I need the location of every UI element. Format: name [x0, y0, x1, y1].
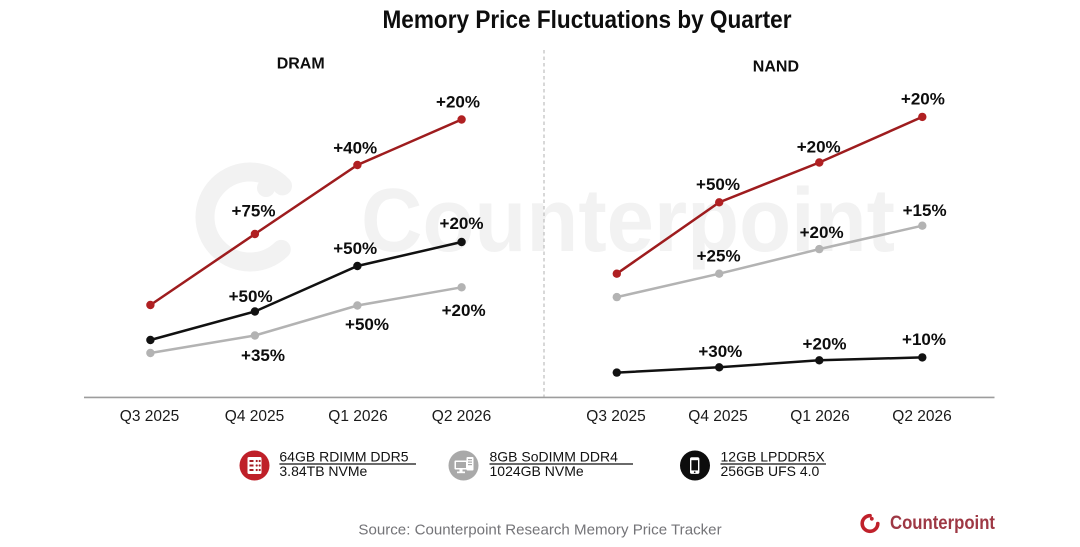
svg-text:Counterpoint: Counterpoint: [890, 513, 996, 534]
svg-text:64GB RDIMM DDR5: 64GB RDIMM DDR5: [279, 449, 408, 465]
svg-text:+20%: +20%: [800, 223, 844, 242]
svg-text:+35%: +35%: [241, 346, 285, 365]
svg-text:3.84TB NVMe: 3.84TB NVMe: [279, 463, 367, 479]
svg-text:NAND: NAND: [753, 59, 799, 76]
svg-text:+20%: +20%: [901, 90, 945, 109]
svg-text:8GB SoDIMM DDR4: 8GB SoDIMM DDR4: [490, 449, 619, 465]
svg-text:+50%: +50%: [696, 175, 740, 194]
svg-text:Q2 2026: Q2 2026: [892, 408, 951, 425]
svg-text:Q1 2026: Q1 2026: [790, 408, 849, 425]
svg-text:+20%: +20%: [440, 214, 484, 233]
svg-text:256GB UFS 4.0: 256GB UFS 4.0: [721, 463, 820, 479]
svg-text:Memory Price Fluctuations by Q: Memory Price Fluctuations by Quarter: [383, 6, 792, 34]
svg-text:+20%: +20%: [797, 138, 841, 157]
svg-text:Q1 2026: Q1 2026: [328, 408, 387, 425]
svg-text:Source: Counterpoint Research: Source: Counterpoint Research Memory Pri…: [358, 522, 721, 539]
svg-text:+50%: +50%: [333, 239, 377, 258]
svg-text:+20%: +20%: [442, 301, 486, 320]
svg-text:+75%: +75%: [232, 202, 276, 221]
svg-text:Q3 2025: Q3 2025: [120, 408, 179, 425]
svg-text:Q4 2025: Q4 2025: [225, 408, 284, 425]
svg-text:1024GB NVMe: 1024GB NVMe: [490, 463, 584, 479]
svg-text:+20%: +20%: [803, 334, 847, 353]
svg-text:DRAM: DRAM: [277, 56, 325, 73]
svg-text:+25%: +25%: [697, 247, 741, 266]
svg-text:+40%: +40%: [333, 139, 377, 158]
svg-text:+50%: +50%: [229, 287, 273, 306]
svg-text:+15%: +15%: [903, 201, 947, 220]
svg-text:Q4 2025: Q4 2025: [688, 408, 747, 425]
svg-text:+20%: +20%: [436, 93, 480, 112]
svg-text:12GB LPDDR5X: 12GB LPDDR5X: [721, 449, 826, 465]
svg-text:Q3 2025: Q3 2025: [586, 408, 645, 425]
svg-text:Counterpoint: Counterpoint: [361, 171, 895, 271]
svg-text:+10%: +10%: [902, 330, 946, 349]
svg-text:+50%: +50%: [345, 315, 389, 334]
svg-text:Q2 2026: Q2 2026: [432, 408, 491, 425]
svg-text:+30%: +30%: [698, 342, 742, 361]
